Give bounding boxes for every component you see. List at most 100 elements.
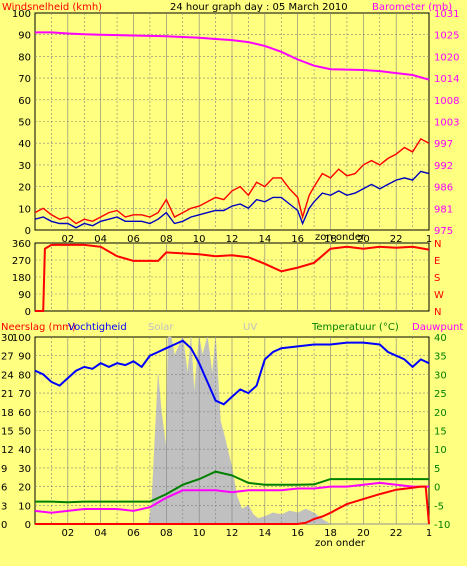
x-tick-label: 06 — [127, 528, 140, 539]
x-tick-label: 04 — [94, 234, 107, 245]
left-tick-label: 0 — [25, 520, 31, 531]
wind-average-line — [34, 170, 430, 229]
right-tick-label: 15 — [434, 427, 447, 438]
x-tick-label: 16 — [291, 234, 304, 245]
left-tick-label-2: 24 — [1, 370, 14, 381]
left-tick-label: 70 — [18, 389, 31, 400]
left-tick-label-2: 12 — [1, 445, 14, 456]
left-tick-label: 70 — [18, 74, 31, 85]
rain-line — [35, 485, 430, 525]
right-tick-label: 30 — [434, 370, 447, 381]
rain-humidity-temperature-panel: 0102030405060708090100036912151821242730… — [1, 322, 463, 549]
right-tick-label: 1031 — [434, 9, 459, 20]
sunset-label: zon onder — [315, 232, 366, 243]
x-tick-label: 06 — [127, 234, 140, 245]
left-tick-label: 360 — [12, 239, 31, 250]
x-tick-label: 22 — [390, 234, 403, 245]
right-tick-label: -10 — [434, 520, 450, 531]
right-tick-label: 997 — [434, 139, 453, 150]
left-tick-label: 90 — [18, 290, 31, 301]
dewpoint-line — [34, 481, 429, 514]
left-tick-label: 60 — [18, 96, 31, 107]
x-tick-label: 10 — [193, 234, 206, 245]
right-tick-label: N — [434, 307, 441, 318]
left-tick-label: 40 — [18, 139, 31, 150]
x-tick-label: 14 — [258, 234, 271, 245]
left-tick-label: 100 — [12, 333, 31, 344]
x-tick-label: 18 — [324, 528, 337, 539]
left-tick-label: 20 — [18, 183, 31, 194]
left-tick-label-2: 30 — [1, 333, 14, 344]
right-tick-label: 975 — [434, 226, 453, 237]
left-tick-label: 270 — [12, 256, 31, 267]
right-tick-label: 5 — [434, 464, 440, 475]
dewpoint-axis-label: Dauwpunt — [412, 322, 463, 333]
left-tick-label: 80 — [18, 52, 31, 63]
right-tick-label: 981 — [434, 204, 453, 215]
left-tick-label: 40 — [18, 445, 31, 456]
left-tick-label-2: 27 — [1, 352, 14, 363]
x-tick-label: 08 — [160, 234, 173, 245]
uv-label: UV — [243, 322, 257, 333]
humidity-line — [34, 339, 430, 406]
right-tick-label: S — [434, 273, 440, 284]
right-tick-label: 35 — [434, 352, 447, 363]
right-tick-label: 1020 — [434, 52, 459, 63]
x-tick-label: 10 — [193, 528, 206, 539]
left-tick-label: 60 — [18, 408, 31, 419]
left-tick-label-2: 15 — [1, 427, 14, 438]
right-tick-label: 1008 — [434, 96, 459, 107]
left-tick-label: 180 — [12, 273, 31, 284]
x-tick-label: 16 — [291, 528, 304, 539]
x-tick-label: 08 — [160, 528, 173, 539]
x-tick-label: 1 — [426, 234, 432, 245]
right-tick-label: 986 — [434, 183, 453, 194]
left-tick-label: 100 — [12, 9, 31, 20]
right-tick-label: E — [434, 256, 440, 267]
right-tick-label: 10 — [434, 445, 447, 456]
x-tick-label: 20 — [357, 234, 370, 245]
right-tick-label: 25 — [434, 389, 447, 400]
x-tick-label: 12 — [226, 234, 239, 245]
temperature-axis-label: Temperatuur (°C) — [311, 322, 399, 333]
x-tick-label: 22 — [390, 528, 403, 539]
left-tick-label-2: 9 — [1, 464, 7, 475]
wind-direction-line — [35, 243, 430, 312]
right-tick-label: 1014 — [434, 74, 459, 85]
sunset-label-bottom: zon onder — [315, 538, 366, 549]
barometer-axis-label: Barometer (mb) — [372, 2, 452, 13]
left-tick-label-2: 0 — [1, 520, 7, 531]
right-tick-label: 1003 — [434, 118, 459, 129]
humidity-axis-label: Vochtigheid — [68, 322, 127, 333]
left-tick-label: 30 — [18, 161, 31, 172]
x-tick-label: 1 — [426, 528, 432, 539]
left-tick-label: 20 — [18, 483, 31, 494]
right-tick-label: W — [434, 290, 444, 301]
left-tick-label-2: 18 — [1, 408, 14, 419]
left-tick-label: 0 — [25, 226, 31, 237]
x-tick-label: 18 — [324, 234, 337, 245]
right-tick-label: 20 — [434, 408, 447, 419]
x-tick-label: 02 — [61, 528, 74, 539]
left-tick-label-2: 3 — [1, 501, 7, 512]
left-tick-label: 30 — [18, 464, 31, 475]
x-tick-label: 12 — [226, 528, 239, 539]
rain-axis-label: Neerslag (mm) — [1, 322, 76, 333]
wind-barometer-panel: 0102030405060708090100975981986992997100… — [2, 2, 459, 245]
x-tick-label: 04 — [94, 528, 107, 539]
left-tick-label: 90 — [18, 31, 31, 42]
x-tick-label: 14 — [258, 528, 271, 539]
x-tick-label: 02 — [61, 234, 74, 245]
right-tick-label: 40 — [434, 333, 447, 344]
right-tick-label: -5 — [434, 501, 444, 512]
left-tick-label: 0 — [25, 307, 31, 318]
right-tick-label: 1025 — [434, 31, 459, 42]
barometer-line — [35, 31, 430, 81]
left-tick-label-2: 6 — [1, 483, 7, 494]
right-tick-label: N — [434, 239, 441, 250]
right-tick-label: 992 — [434, 161, 453, 172]
left-tick-label: 10 — [18, 204, 31, 215]
left-tick-label: 50 — [18, 118, 31, 129]
